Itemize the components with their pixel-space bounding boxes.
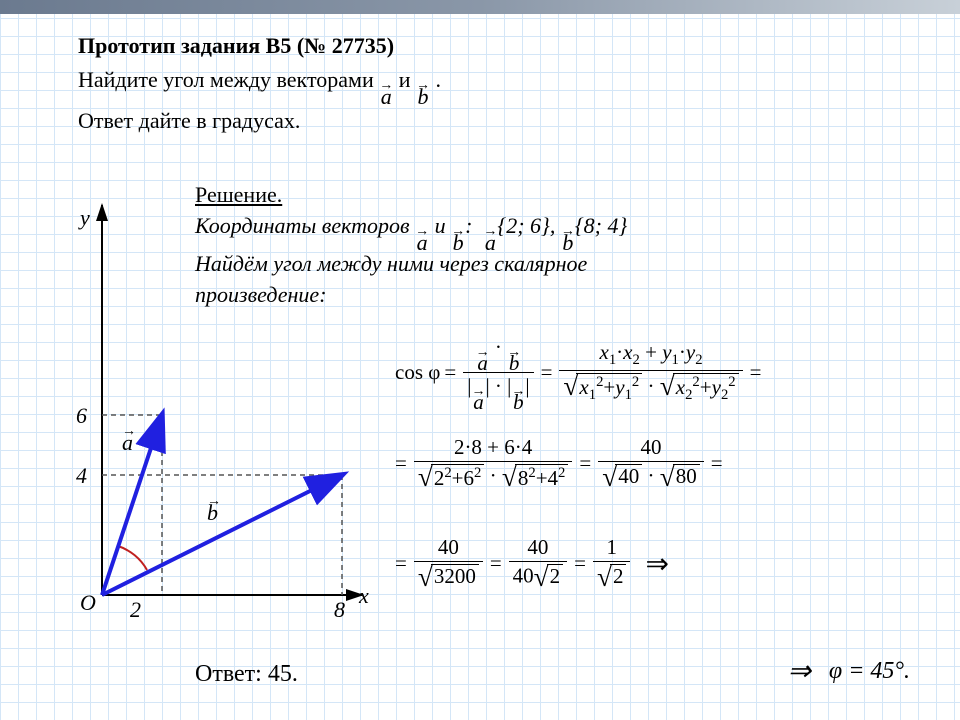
formula-row-3: = 40 3200 = 40 402 = 1 2 ⇒ [395, 530, 945, 597]
final-result: ⇒ φ = 45°. [779, 654, 910, 688]
vector-a-inline: →a [379, 82, 393, 104]
task-line-2: Ответ дайте в градусах. [78, 105, 940, 137]
frac-ab-mag: →a · →b |→a| · |→b| [463, 336, 533, 409]
page-title: Прототип задания B5 (№ 27735) [78, 30, 940, 62]
frac-40-4080: 40 40 · 80 [598, 436, 703, 491]
top-band [0, 0, 960, 14]
frac-40-3200: 40 3200 [414, 536, 483, 591]
svg-text:2: 2 [130, 597, 141, 622]
implies-2: ⇒ [787, 654, 810, 688]
svg-text:6: 6 [76, 403, 87, 428]
task-line-1: Найдите угол между векторами →a и →b . [78, 64, 940, 104]
vec-a-sol: →a [415, 228, 429, 250]
vec-b-sol: →b [451, 228, 465, 250]
svg-text:a: a [122, 430, 133, 455]
problem-statement: Прототип задания B5 (№ 27735) Найдите уг… [78, 28, 940, 139]
frac-numeric-1: 2·8 + 6·4 22+62 · 82+42 [414, 436, 573, 491]
frac-40-40rt2: 40 402 [509, 536, 567, 591]
phi-result: φ = 45°. [829, 658, 910, 685]
vec-a-val: →a [483, 228, 497, 250]
formula-row-1: cos φ = →a · →b |→a| · |→b| = x1·x2 + y1… [395, 330, 945, 415]
vec-b-val: →b [561, 228, 575, 250]
frac-1-rt2: 1 2 [593, 536, 630, 591]
task-and: и [399, 67, 411, 92]
answer-text: Ответ: 45. [195, 661, 298, 688]
cos-phi: cos φ [395, 360, 440, 385]
svg-text:b: b [207, 500, 218, 525]
svg-text:4: 4 [76, 463, 87, 488]
svg-text:y: y [78, 205, 90, 230]
svg-text:x: x [358, 583, 369, 608]
svg-text:8: 8 [334, 597, 345, 622]
implies-1: ⇒ [645, 547, 668, 581]
formula-row-2: = 2·8 + 6·4 22+62 · 82+42 = 40 40 · 80 = [395, 430, 945, 497]
svg-text:O: O [80, 590, 96, 615]
task-text-1a: Найдите угол между векторами [78, 67, 374, 92]
period: . [436, 67, 442, 92]
vector-diagram: y x O 2 8 6 4 → a → b [62, 195, 372, 625]
vector-b-inline: →b [416, 82, 430, 104]
frac-xy: x1·x2 + y1·y2 x12+y12 · x22+y22 [559, 341, 742, 404]
